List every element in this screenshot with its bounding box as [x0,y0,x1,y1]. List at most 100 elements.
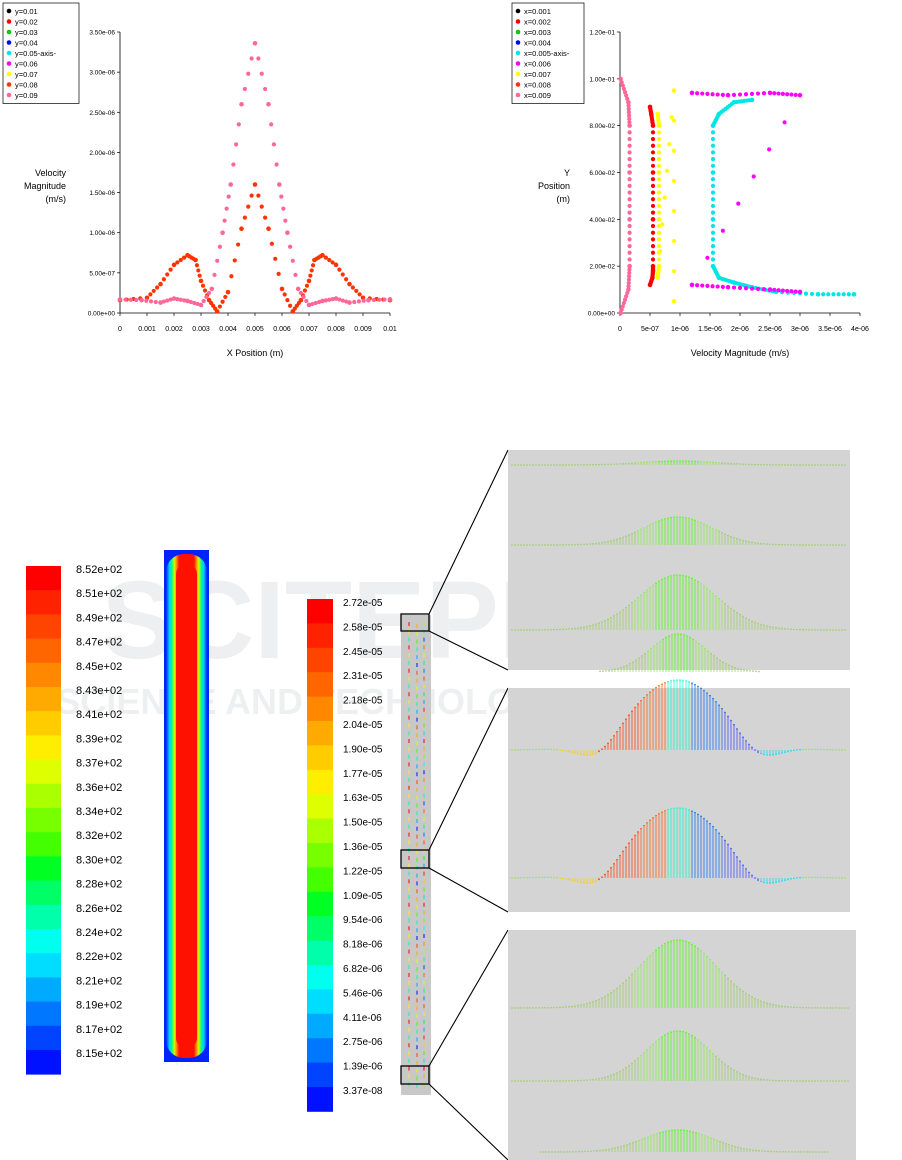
vector-head [844,1080,846,1082]
zoom-connector [428,867,509,913]
vector-head [811,876,813,879]
data-point [175,260,180,265]
vector-head [532,544,534,546]
vector-head [730,847,732,850]
vector-head [838,877,840,879]
data-point [192,300,197,306]
vector-head [691,810,693,812]
vector-head [680,633,682,636]
vector-head [589,625,591,627]
vector-head [568,878,570,881]
vector-head [739,860,741,862]
vector-head [676,516,678,518]
data-point [626,110,632,115]
colorbar-label: 8.24e+02 [76,927,122,939]
vector-head [721,971,723,974]
vector-head [586,625,588,628]
data-point [627,257,632,262]
zoom-connector [428,929,509,1067]
vector-head [760,1000,762,1002]
vector-head [664,1034,666,1036]
vector-head [580,753,582,756]
vector-head [604,619,606,622]
zoom-box [400,849,430,869]
y-axis-label-line: (m/s) [46,194,67,204]
vector-head [613,463,615,465]
vector-head [535,1007,537,1009]
colorbar-label: 8.22e+02 [76,951,122,963]
vector-head [595,999,597,1002]
vector-head [571,1005,573,1008]
vector-head [838,464,840,466]
data-point [283,218,288,223]
y-tick-label: 1.00e-06 [89,230,115,237]
vector-head [800,1151,802,1153]
vector-head [835,876,837,879]
vector-head [787,544,789,546]
vector-head [832,1007,834,1009]
data-point [295,286,301,292]
data-point [650,123,656,128]
colorbar-swatch [307,794,333,819]
vector-head [571,1079,573,1082]
vector-head [514,749,516,751]
vector-head [802,748,804,751]
vector-head [574,880,576,882]
x-tick-label: 2.5e-06 [758,326,782,333]
vector-head [658,812,660,815]
colorbar-swatch [26,566,61,591]
data-point [290,258,295,263]
vector-head [685,575,687,577]
vector-head [595,463,597,466]
y-axis-label-line: Position [538,181,570,191]
vector-head [601,997,603,999]
data-point [320,252,325,258]
vector-head [547,464,549,466]
data-point [851,291,857,297]
data-point [656,130,662,135]
vector-head [523,544,525,546]
data-point [620,83,625,88]
vector-head [592,542,594,545]
vector-head [599,1149,601,1152]
data-point [656,230,662,235]
zoom-box [400,1065,430,1085]
data-point [710,190,716,195]
vector-head [574,752,576,754]
vector-head [829,1080,831,1082]
vector-head [718,597,720,600]
colorbar-label: 8.52e+02 [76,564,122,576]
data-point [224,206,229,211]
vector-head [652,522,654,525]
data-point [624,93,629,98]
data-point [239,226,244,231]
data-point [650,130,656,135]
vector-head [689,636,691,639]
vector-head [790,1006,792,1008]
vector-head [604,1076,606,1079]
vector-head [811,1080,813,1082]
data-point [293,272,298,277]
vector-head [659,1132,661,1134]
vector-head [632,1141,634,1144]
data-point [650,257,656,262]
vector-head [608,669,610,672]
vector-head [676,460,678,462]
data-point [117,297,123,302]
vector-head [637,967,639,969]
vector-head [661,683,663,685]
data-point [627,163,632,168]
zoom-panel-bottom [508,930,856,1160]
vector-head [526,1080,528,1082]
data-point [627,116,632,122]
colorbar-label: 2.31e-05 [343,671,383,682]
data-point [793,92,798,97]
data-point [231,162,236,167]
vector-head [587,1150,589,1153]
data-point [304,283,310,288]
vector-head [592,624,594,626]
vector-head [733,1069,735,1072]
vector-head [745,992,747,995]
vector-head [664,460,666,463]
data-point [715,284,720,289]
